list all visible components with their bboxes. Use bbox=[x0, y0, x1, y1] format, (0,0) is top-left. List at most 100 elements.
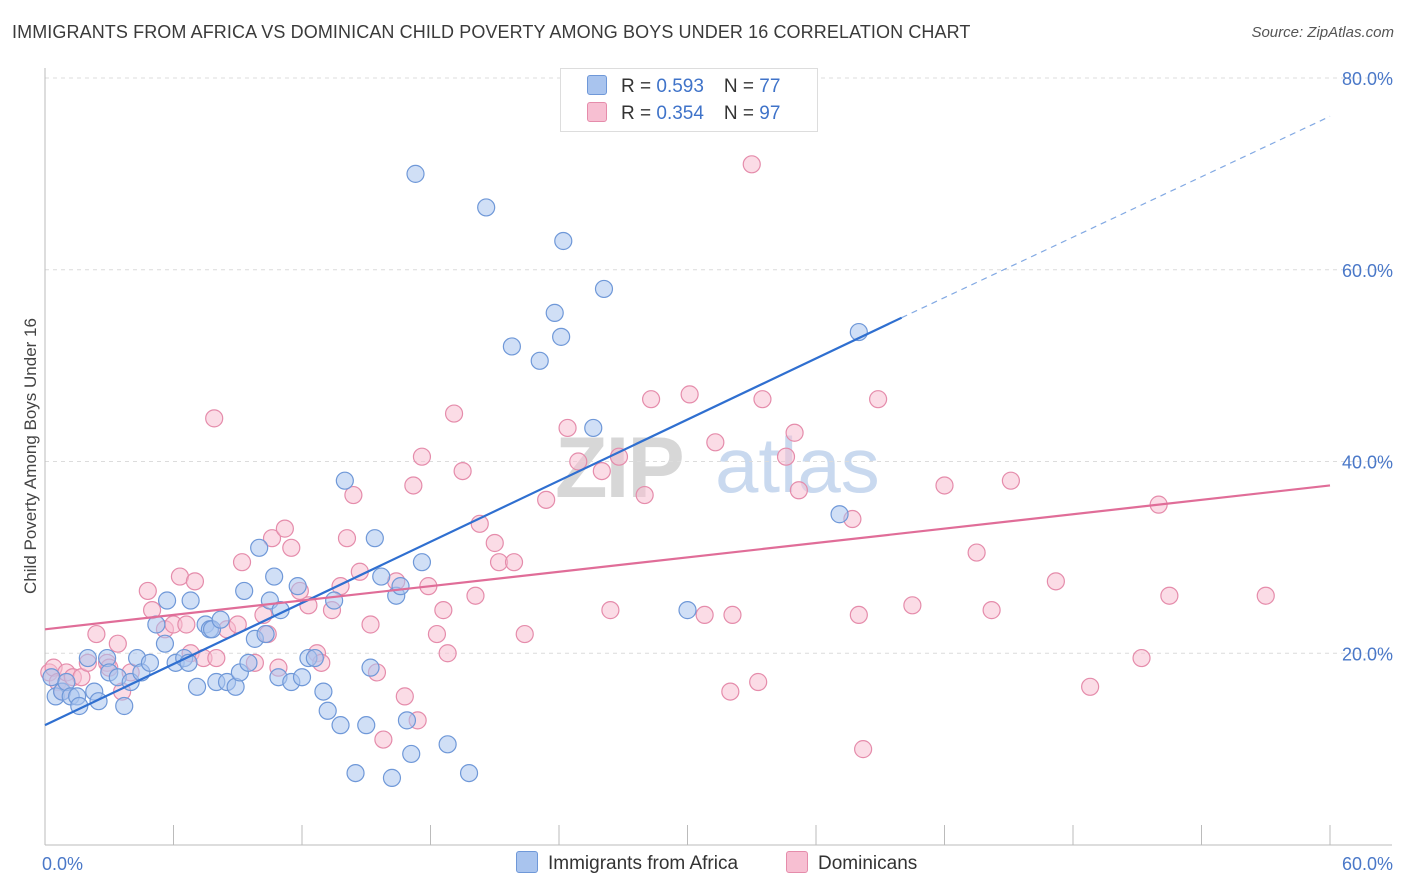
dominicans-point bbox=[207, 648, 226, 668]
africa-point bbox=[554, 231, 573, 251]
dominicans-point bbox=[635, 485, 654, 505]
dominicans-point bbox=[427, 624, 447, 644]
dominicans-point bbox=[87, 624, 106, 644]
dominicans-point bbox=[412, 447, 432, 466]
dominicans-point bbox=[1256, 586, 1275, 605]
dominicans-point bbox=[466, 586, 485, 605]
y-tick-label: 80.0% bbox=[1342, 69, 1393, 89]
source-label: Source: ZipAtlas.com bbox=[1251, 24, 1394, 41]
dominicans-point bbox=[205, 409, 224, 428]
x-tick-label-end: 60.0% bbox=[1342, 854, 1393, 874]
bottom-legend-label-africa: Immigrants from Africa bbox=[548, 853, 739, 874]
africa-point bbox=[402, 744, 421, 764]
africa-point bbox=[331, 716, 350, 735]
bottom-legend-africa: Immigrants from Africa bbox=[516, 851, 738, 877]
dominicans-point bbox=[967, 543, 986, 562]
dominicans-point bbox=[1081, 677, 1100, 696]
bottom-legend-label-dominicans: Dominicans bbox=[818, 853, 918, 874]
africa-point bbox=[361, 658, 380, 677]
dominicans-point bbox=[776, 447, 796, 466]
africa-point bbox=[406, 164, 425, 183]
dominicans-point bbox=[849, 605, 868, 625]
africa-point bbox=[42, 668, 61, 687]
y-axis-label: Child Poverty Among Boys Under 16 bbox=[21, 318, 40, 594]
africa-point bbox=[459, 763, 479, 783]
dominicans-point bbox=[706, 433, 725, 452]
dominicans-point bbox=[434, 601, 453, 620]
dominicans-point bbox=[569, 452, 588, 471]
africa-point bbox=[292, 668, 312, 687]
africa-point bbox=[187, 677, 207, 696]
dominicans-point bbox=[1160, 586, 1179, 605]
africa-trend-extension bbox=[901, 115, 1331, 319]
legend-row-africa: R = 0.593 N = 77 bbox=[587, 75, 780, 99]
dominicans-point bbox=[537, 490, 556, 509]
dominicans-point bbox=[177, 615, 196, 634]
africa-point bbox=[584, 418, 603, 438]
watermark: ZIP atlas bbox=[555, 420, 880, 516]
dominicans-point bbox=[742, 155, 761, 174]
legend-n-label: N = bbox=[723, 103, 760, 124]
africa-point bbox=[314, 682, 333, 701]
dominicans-point bbox=[444, 404, 464, 423]
africa-point bbox=[265, 567, 284, 586]
dominicans-point bbox=[185, 572, 205, 591]
dominicans-point bbox=[1001, 471, 1020, 490]
legend-n-value: 97 bbox=[759, 103, 781, 124]
legend-swatch-africa bbox=[587, 75, 607, 95]
africa-point bbox=[256, 624, 275, 644]
africa-point bbox=[594, 279, 614, 299]
axes bbox=[44, 68, 1392, 846]
africa-point bbox=[288, 577, 307, 596]
africa-point bbox=[552, 327, 571, 346]
africa-point bbox=[115, 696, 134, 716]
legend-n-label: N = bbox=[723, 76, 760, 97]
dominicans-point bbox=[262, 529, 282, 548]
africa-point bbox=[318, 701, 337, 720]
dominicans-point bbox=[641, 390, 661, 409]
africa-point bbox=[157, 591, 177, 610]
dominicans-point bbox=[170, 567, 190, 586]
africa-point bbox=[250, 538, 269, 557]
dominicans-point bbox=[344, 485, 363, 505]
dominicans-point bbox=[789, 481, 808, 500]
dominicans-point bbox=[485, 533, 504, 553]
africa-point bbox=[305, 648, 324, 668]
tick-labels: 20.0% 40.0% 60.0% 80.0% 0.0% 60.0% bbox=[42, 69, 1393, 874]
dominicans-point bbox=[869, 390, 888, 409]
africa-point bbox=[391, 577, 410, 596]
dominicans-point bbox=[592, 461, 611, 481]
dominicans-point bbox=[680, 385, 699, 404]
dominicans-point bbox=[404, 476, 423, 495]
africa-points bbox=[42, 164, 868, 787]
dominicans-point bbox=[282, 538, 301, 557]
x-tick-label-start: 0.0% bbox=[42, 854, 83, 874]
dominicans-point bbox=[609, 447, 629, 466]
africa-point bbox=[365, 529, 384, 548]
legend-r-value: 0.593 bbox=[656, 76, 704, 97]
y-tick-label: 40.0% bbox=[1342, 453, 1393, 473]
dominicans-point bbox=[982, 601, 1001, 620]
africa-point bbox=[89, 692, 108, 711]
africa-trend-line bbox=[44, 316, 903, 727]
dominicans-trend-line bbox=[44, 484, 1331, 631]
dominicans-point bbox=[453, 461, 472, 481]
africa-point bbox=[678, 601, 697, 620]
bottom-legend-dominicans: Dominicans bbox=[786, 851, 917, 877]
africa-point bbox=[78, 648, 97, 668]
dominicans-point bbox=[438, 644, 457, 663]
dominicans-point bbox=[749, 672, 768, 692]
dominicans-point bbox=[504, 553, 524, 572]
dominicans-point bbox=[1046, 572, 1065, 591]
legend-swatch-dominicans bbox=[587, 102, 607, 122]
africa-point bbox=[502, 337, 521, 356]
africa-point bbox=[346, 763, 365, 783]
africa-point bbox=[545, 303, 564, 322]
dominicans-point bbox=[515, 624, 534, 644]
dominicans-point bbox=[785, 423, 804, 442]
bottom-legend-swatch-africa bbox=[516, 851, 538, 873]
legend-r-label: R = bbox=[621, 76, 657, 97]
dominicans-point bbox=[854, 740, 873, 759]
dominicans-point bbox=[935, 476, 954, 495]
